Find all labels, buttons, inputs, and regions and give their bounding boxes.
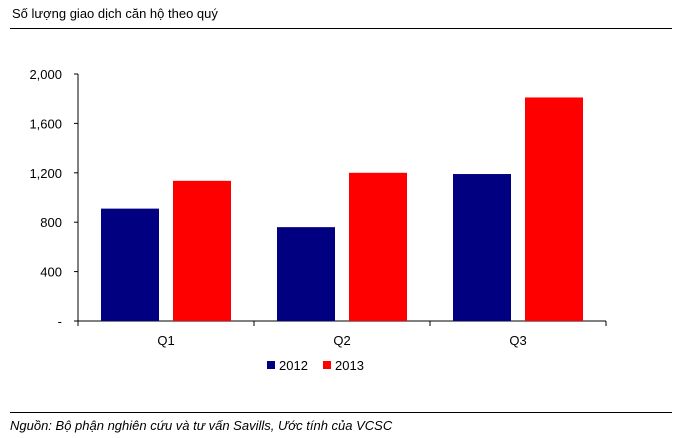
bar-2013-Q2: [349, 172, 407, 321]
top-divider: [10, 28, 672, 29]
chart-title: Số lượng giao dịch căn hộ theo quý: [12, 6, 218, 21]
bottom-divider: [10, 412, 672, 413]
x-tick-label: Q1: [157, 333, 174, 348]
chart-legend: 2012 2013: [267, 358, 364, 373]
x-tick-label: Q3: [509, 333, 526, 348]
x-axis-labels: Q1 Q2 Q3: [157, 333, 526, 348]
legend-label-2013: 2013: [335, 358, 364, 373]
y-tick-label: 400: [40, 265, 62, 280]
bar-2012-Q2: [277, 227, 335, 321]
bar-2013-Q3: [525, 97, 583, 321]
y-tick-label: 1,600: [29, 116, 62, 131]
y-tick-label: 1,200: [29, 166, 62, 181]
chart-bars: [101, 97, 583, 321]
x-tick-label: Q2: [333, 333, 350, 348]
y-tick-label: -: [58, 314, 62, 329]
bar-chart: - 400 800 1,200 1,600 2,000 Q1 Q2 Q3 2012 2013: [29, 67, 607, 373]
bar-2012-Q3: [453, 174, 511, 321]
source-note: Nguồn: Bộ phận nghiên cứu và tư vấn Savi…: [10, 418, 393, 433]
bar-2013-Q1: [173, 180, 231, 321]
legend-swatch-2012: [267, 361, 275, 369]
bar-2012-Q1: [101, 208, 159, 321]
y-tick-label: 800: [40, 215, 62, 230]
y-tick-label: 2,000: [29, 67, 62, 82]
legend-swatch-2013: [323, 361, 331, 369]
chart-axes: [77, 74, 607, 326]
y-axis-ticks: - 400 800 1,200 1,600 2,000: [29, 67, 78, 329]
legend-label-2012: 2012: [279, 358, 308, 373]
